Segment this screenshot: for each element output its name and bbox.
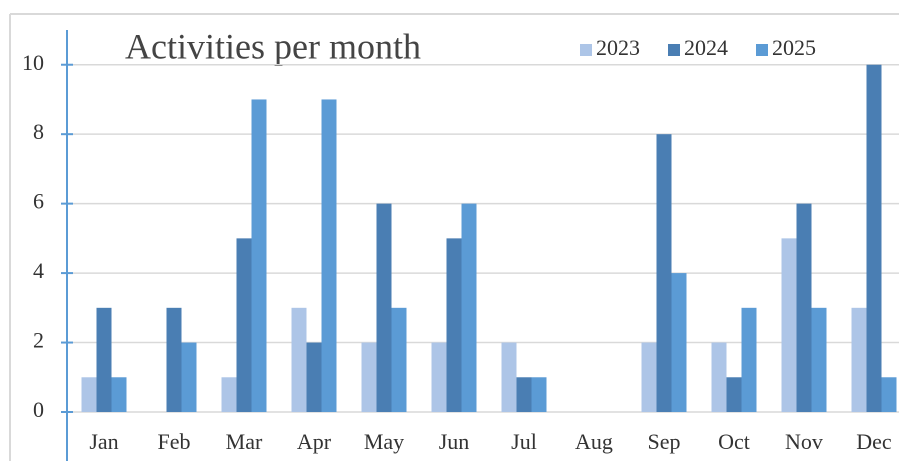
x-tick-label: Jun xyxy=(439,429,470,454)
bar xyxy=(726,377,742,412)
bar xyxy=(111,377,127,412)
bar xyxy=(851,307,867,412)
bar xyxy=(391,307,407,412)
bar xyxy=(306,342,322,412)
bar xyxy=(501,342,517,412)
bar xyxy=(181,342,197,412)
x-tick-label: Oct xyxy=(718,429,750,454)
bar xyxy=(221,377,237,412)
y-tick-label: 10 xyxy=(22,50,44,75)
bar xyxy=(531,377,547,412)
y-tick-label: 6 xyxy=(33,189,44,214)
x-tick-label: Nov xyxy=(785,429,823,454)
legend-label: 2024 xyxy=(684,35,728,60)
bar xyxy=(361,342,377,412)
bar xyxy=(866,64,882,413)
bar xyxy=(376,203,392,412)
bar xyxy=(656,134,672,412)
bar xyxy=(251,99,267,413)
bar xyxy=(446,238,462,412)
x-tick-label: Apr xyxy=(297,429,332,454)
bar xyxy=(81,377,97,412)
bar xyxy=(796,203,812,412)
bar xyxy=(741,307,757,412)
bar xyxy=(96,307,112,412)
x-tick-label: Feb xyxy=(158,429,191,454)
bar xyxy=(671,273,687,412)
bar xyxy=(641,342,657,412)
y-tick-label: 0 xyxy=(33,397,44,422)
chart-title: Activities per month xyxy=(125,26,421,66)
x-tick-label: Sep xyxy=(648,429,681,454)
x-tick-label: Aug xyxy=(575,429,613,454)
x-tick-label: May xyxy=(364,429,404,454)
x-tick-label: Mar xyxy=(226,429,263,454)
x-tick-label: Jul xyxy=(511,429,537,454)
bar xyxy=(881,377,897,412)
legend-swatch xyxy=(756,44,768,56)
y-tick-label: 8 xyxy=(33,119,44,144)
legend-label: 2023 xyxy=(596,35,640,60)
legend-swatch xyxy=(580,44,592,56)
bar xyxy=(166,307,182,412)
y-tick-label: 4 xyxy=(33,258,44,283)
x-tick-label: Dec xyxy=(856,429,892,454)
legend-label: 2025 xyxy=(772,35,816,60)
bar xyxy=(711,342,727,412)
bar xyxy=(291,307,307,412)
x-tick-label: Jan xyxy=(89,429,118,454)
bar xyxy=(236,238,252,412)
bar xyxy=(811,307,827,412)
legend-swatch xyxy=(668,44,680,56)
y-tick-label: 2 xyxy=(33,328,44,353)
bar xyxy=(516,377,532,412)
bar xyxy=(781,238,797,412)
bar xyxy=(321,99,337,413)
bar xyxy=(431,342,447,412)
bar xyxy=(461,203,477,412)
